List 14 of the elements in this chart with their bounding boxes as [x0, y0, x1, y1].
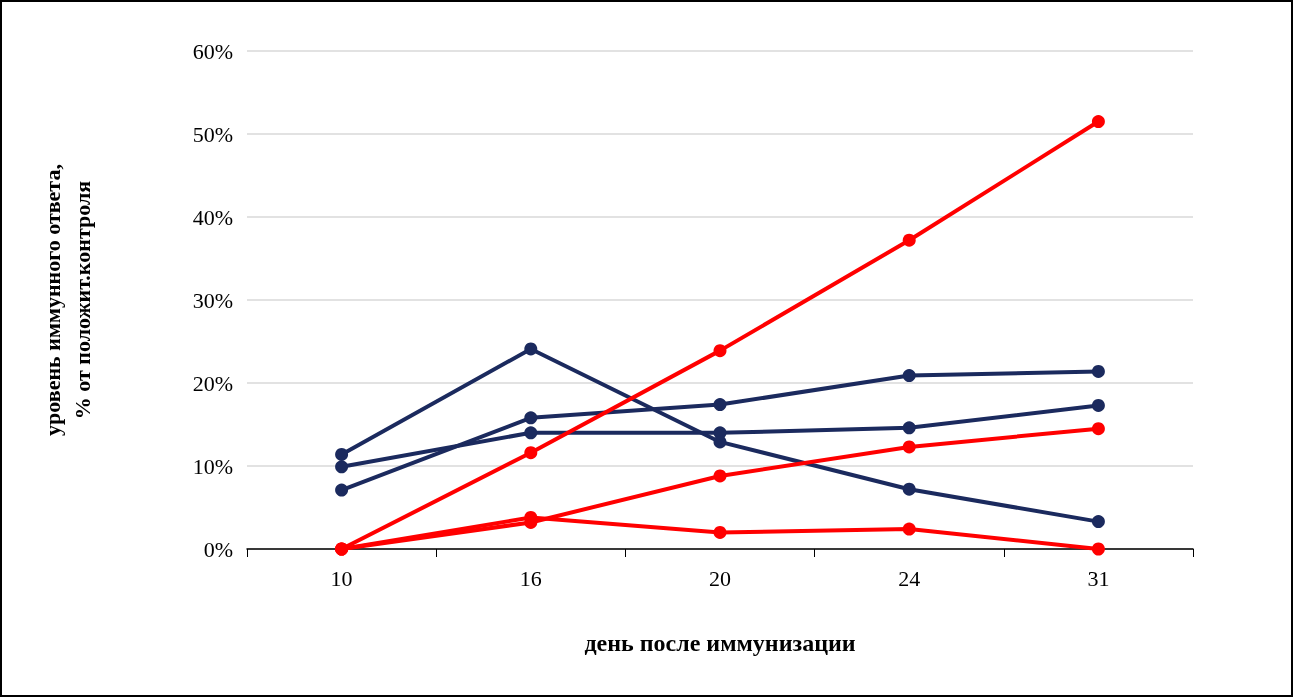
- x-tick-label: 16: [519, 565, 542, 591]
- y-tick-label: 60%: [192, 38, 233, 64]
- x-tick-label: 24: [898, 565, 921, 591]
- y-tick-label: 20%: [192, 370, 233, 396]
- x-tick-label: 31: [1087, 565, 1110, 591]
- y-tick-label: 0%: [203, 536, 233, 562]
- x-tick-label: 10: [330, 565, 353, 591]
- y-tick-label: 40%: [192, 204, 233, 230]
- y-tick-label: 10%: [192, 453, 233, 479]
- y-tick-label: 50%: [192, 121, 233, 147]
- x-axis-title: день после иммунизации: [584, 630, 856, 656]
- y-tick-label: 30%: [192, 287, 233, 313]
- y-axis-title: уровень иммунного ответа, % от положит.контроля: [39, 164, 95, 436]
- x-tick-label: 20: [709, 565, 731, 591]
